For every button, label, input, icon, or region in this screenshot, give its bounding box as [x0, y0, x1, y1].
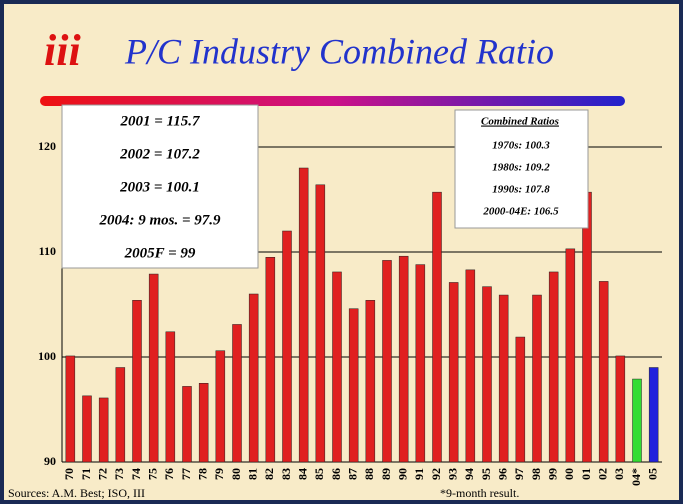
annotation: 2001 = 115.7: [120, 113, 200, 129]
x-tick-label: 01: [579, 468, 593, 480]
x-tick-label: 91: [412, 468, 426, 480]
bar: [132, 300, 142, 463]
bar: [515, 336, 526, 463]
x-tick-label: 72: [95, 468, 109, 480]
x-tick-label: 92: [429, 468, 443, 480]
bar: [498, 294, 509, 463]
bar: [232, 324, 242, 463]
x-tick-label: 77: [179, 468, 193, 480]
x-tick-label: 83: [279, 468, 293, 480]
y-tick-label: 90: [44, 454, 56, 468]
annotation: 1970s: 100.3: [492, 140, 550, 152]
bar: [298, 167, 309, 463]
x-tick-label: 86: [329, 468, 343, 480]
bar: [248, 293, 259, 463]
x-tick-label: 85: [312, 468, 326, 480]
annotation: 2003 = 100.1: [119, 179, 200, 195]
x-tick-label: 00: [562, 468, 576, 480]
x-tick-label: 89: [379, 468, 393, 480]
y-tick-label: 120: [38, 139, 56, 153]
bar: [98, 397, 109, 463]
bar: [315, 184, 326, 463]
bar: [448, 282, 459, 463]
bar: [382, 260, 392, 463]
x-tick-label: 76: [162, 468, 176, 480]
x-tick-label: 96: [495, 468, 509, 480]
chart-title: P/C Industry Combined Ratio: [124, 31, 554, 71]
bar: [65, 355, 76, 463]
bar: [432, 191, 442, 463]
x-tick-label: 99: [545, 468, 559, 480]
x-tick-label: 75: [145, 468, 159, 480]
x-tick-label: 79: [212, 468, 226, 480]
bar: [565, 248, 576, 463]
annotation-box: [61, 104, 259, 269]
bar: [632, 378, 642, 463]
annotation-box: [454, 109, 589, 229]
annotation: 2005F = 99: [124, 245, 196, 261]
x-tick-label: 73: [112, 468, 126, 480]
annotation: 1990s: 107.8: [492, 184, 550, 196]
x-tick-label: 70: [62, 468, 76, 480]
x-tick-label: 88: [362, 468, 376, 480]
x-tick-label: 04*: [629, 468, 643, 486]
bar: [615, 355, 626, 463]
bar: [265, 257, 276, 463]
x-tick-label: 90: [395, 468, 409, 480]
y-tick-label: 100: [38, 349, 56, 363]
x-tick-label: 05: [645, 468, 659, 480]
annotation: 2002 = 107.2: [119, 146, 200, 162]
bar: [465, 269, 476, 463]
bar: [215, 350, 226, 463]
x-tick-label: 78: [195, 468, 209, 480]
bar: [398, 255, 409, 463]
bar: [198, 383, 209, 463]
bar: [332, 271, 342, 463]
bar: [548, 271, 559, 463]
footnote: *9-month result.: [440, 486, 519, 500]
x-tick-label: 74: [129, 468, 143, 480]
bar: [348, 308, 359, 463]
bar: [532, 294, 542, 463]
bar: [82, 395, 92, 463]
title-bar: [40, 96, 625, 106]
x-tick-label: 95: [479, 468, 493, 480]
logo: iii: [44, 26, 81, 75]
x-tick-label: 71: [79, 468, 93, 480]
x-tick-label: 03: [612, 468, 626, 480]
bar: [648, 367, 659, 463]
source: Sources: A.M. Best; ISO, III: [8, 486, 145, 500]
bar: [365, 300, 376, 463]
bar: [115, 367, 126, 463]
x-tick-label: 84: [295, 468, 309, 480]
x-tick-label: 98: [529, 468, 543, 480]
x-tick-label: 82: [262, 468, 276, 480]
x-tick-label: 93: [445, 468, 459, 480]
bar: [598, 281, 609, 463]
x-tick-label: 80: [229, 468, 243, 480]
bar: [415, 264, 426, 463]
x-tick-label: 94: [462, 468, 476, 480]
x-tick-label: 87: [345, 468, 359, 480]
x-tick-label: 81: [245, 468, 259, 480]
y-tick-label: 110: [39, 244, 56, 258]
annotation: 2000-04E: 106.5: [482, 206, 559, 218]
x-tick-label: 97: [512, 468, 526, 480]
annotation: 2004: 9 mos. = 97.9: [98, 212, 221, 228]
x-tick-label: 02: [595, 468, 609, 480]
bar: [582, 191, 592, 463]
annotation-title: Combined Ratios: [481, 116, 559, 128]
annotation: 1980s: 109.2: [492, 162, 550, 174]
bar: [482, 286, 492, 463]
bar: [182, 386, 192, 463]
bar: [282, 230, 292, 463]
bar: [165, 331, 176, 463]
bar: [148, 273, 159, 463]
